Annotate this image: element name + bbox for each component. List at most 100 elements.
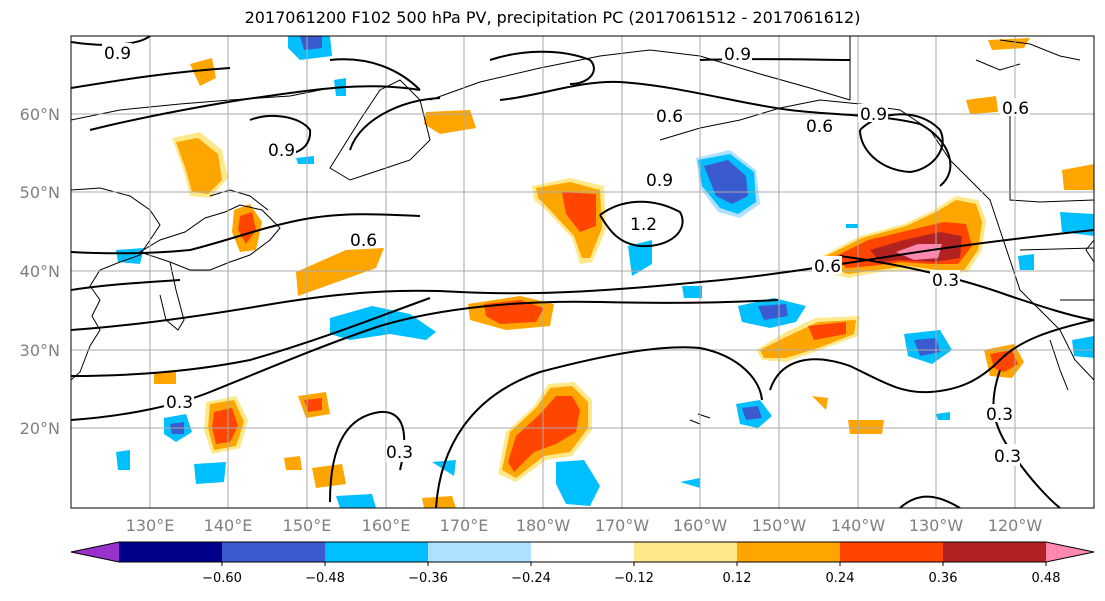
contour-line xyxy=(71,297,431,377)
contour-label: 0.9 xyxy=(860,105,887,125)
precip-negative-area xyxy=(628,240,652,276)
coastline xyxy=(1085,239,1094,263)
precip-positive-area xyxy=(1062,164,1094,190)
colorbar-extend-min xyxy=(71,542,119,562)
colorbar-outline xyxy=(70,541,1095,563)
precip-negative-area xyxy=(330,306,436,340)
lat-label: 50°N xyxy=(20,183,60,202)
lon-label: 130°W xyxy=(909,516,964,535)
precip-negative-area xyxy=(758,304,788,320)
precip-negative-area xyxy=(914,338,940,356)
precip-negative-area xyxy=(194,462,226,484)
contour-label: 0.3 xyxy=(166,393,193,413)
lon-label: 160°E xyxy=(362,516,411,535)
longitude-labels: 130°E 140°E 150°E 160°E 170°E 180°W 170°… xyxy=(126,516,1043,535)
precip-negative-area xyxy=(680,478,700,488)
colorbar-segment xyxy=(428,542,532,562)
lon-label: 150°E xyxy=(283,516,332,535)
contour-line xyxy=(699,58,851,61)
contour-line xyxy=(71,67,231,89)
precip-negative-area xyxy=(116,248,144,264)
colorbar-tick-label: −0.48 xyxy=(305,571,345,586)
map-panel: 0.9 0.9 0.9 0.9 0.9 0.6 0.6 0.6 0.6 0.6 … xyxy=(71,36,1094,508)
precip-negative-area xyxy=(936,412,950,420)
precip-negative-area xyxy=(296,156,314,164)
colorbar-segment xyxy=(634,542,738,562)
precip-positive-area xyxy=(176,138,222,194)
lon-label: 180°W xyxy=(516,516,571,535)
contour-line xyxy=(435,346,763,508)
contour-label: 0.6 xyxy=(350,231,377,251)
precip-positive-area xyxy=(808,322,846,340)
lat-label: 30°N xyxy=(20,341,60,360)
lon-label: 160°W xyxy=(673,516,728,535)
colorbar: −0.60 −0.48 −0.36 −0.24 −0.12 0.12 0.24 0.36 0.4… xyxy=(70,541,1095,586)
coastline xyxy=(429,49,851,101)
precip-positive-area xyxy=(312,464,346,488)
coastline xyxy=(1049,339,1069,391)
precip-negative-area xyxy=(1018,254,1034,270)
contour-labels: 0.9 0.9 0.9 0.9 0.9 0.6 0.6 0.6 0.6 0.6 … xyxy=(102,43,1030,467)
precip-negative-area xyxy=(336,494,376,508)
precip-positive-area xyxy=(424,110,476,134)
colorbar-tick-label: −0.24 xyxy=(511,571,551,586)
colorbar-segment xyxy=(325,542,429,562)
precip-negative-area xyxy=(846,224,858,228)
lon-label: 120°W xyxy=(988,516,1043,535)
contour-label: 0.9 xyxy=(104,44,131,64)
contour-line xyxy=(599,200,684,248)
contour-line xyxy=(859,113,944,174)
contour-line xyxy=(71,279,181,291)
lon-label: 140°E xyxy=(204,516,253,535)
colorbar-segment xyxy=(222,542,326,562)
lat-label: 60°N xyxy=(20,105,60,124)
colorbar-tick-label: −0.12 xyxy=(614,571,654,586)
precip-positive-area xyxy=(212,408,238,444)
coastline xyxy=(71,87,331,121)
contour-line xyxy=(899,495,961,508)
colorbar-segment xyxy=(840,542,944,562)
map-frame xyxy=(70,35,1095,509)
contour-line xyxy=(71,229,1094,331)
contour-line xyxy=(499,80,952,187)
precip-negative-area xyxy=(556,460,600,506)
lon-label: 170°E xyxy=(440,516,489,535)
colorbar-tick-label: 0.48 xyxy=(1032,571,1061,586)
precip-positive-area xyxy=(988,38,1030,50)
precip-positive-area xyxy=(812,396,828,410)
contour-line xyxy=(329,58,421,91)
colorbar-tick-label: 0.12 xyxy=(723,571,752,586)
precip-positive-area xyxy=(562,192,596,232)
contour-label: 0.6 xyxy=(814,257,841,277)
precip-positive-area xyxy=(508,396,580,472)
coastline xyxy=(138,204,281,271)
contour-label: 0.3 xyxy=(386,443,413,463)
precip-positive-area xyxy=(190,58,216,86)
coastline xyxy=(329,79,431,181)
precip-negative-area xyxy=(682,286,702,298)
precip-positive-area xyxy=(422,496,456,508)
map-title: 2017061200 F102 500 hPa PV, precipitatio… xyxy=(244,8,861,27)
precip-positive-area xyxy=(990,350,1018,372)
contour-line xyxy=(71,213,421,255)
colorbar-tick-label: 0.24 xyxy=(826,571,855,586)
precip-negative-area xyxy=(704,160,748,204)
contour-line xyxy=(992,369,1061,508)
colorbar-segment xyxy=(737,542,841,562)
contour-line xyxy=(489,50,595,85)
contour-line xyxy=(89,85,421,131)
coastline xyxy=(159,261,185,331)
contour-label: 0.9 xyxy=(268,141,295,161)
colorbar-extend-max xyxy=(1046,542,1094,562)
lat-label: 40°N xyxy=(20,262,60,281)
lon-label: 140°W xyxy=(831,516,886,535)
pv-contours xyxy=(71,36,1094,508)
contour-label: 0.6 xyxy=(656,107,683,127)
contour-label: 0.9 xyxy=(646,171,673,191)
contour-label: 0.3 xyxy=(994,447,1021,467)
colorbar-tick-label: −0.36 xyxy=(408,571,448,586)
contour-label: 0.6 xyxy=(1002,99,1029,119)
coastline xyxy=(71,187,161,381)
precip-negative-area xyxy=(742,406,762,420)
